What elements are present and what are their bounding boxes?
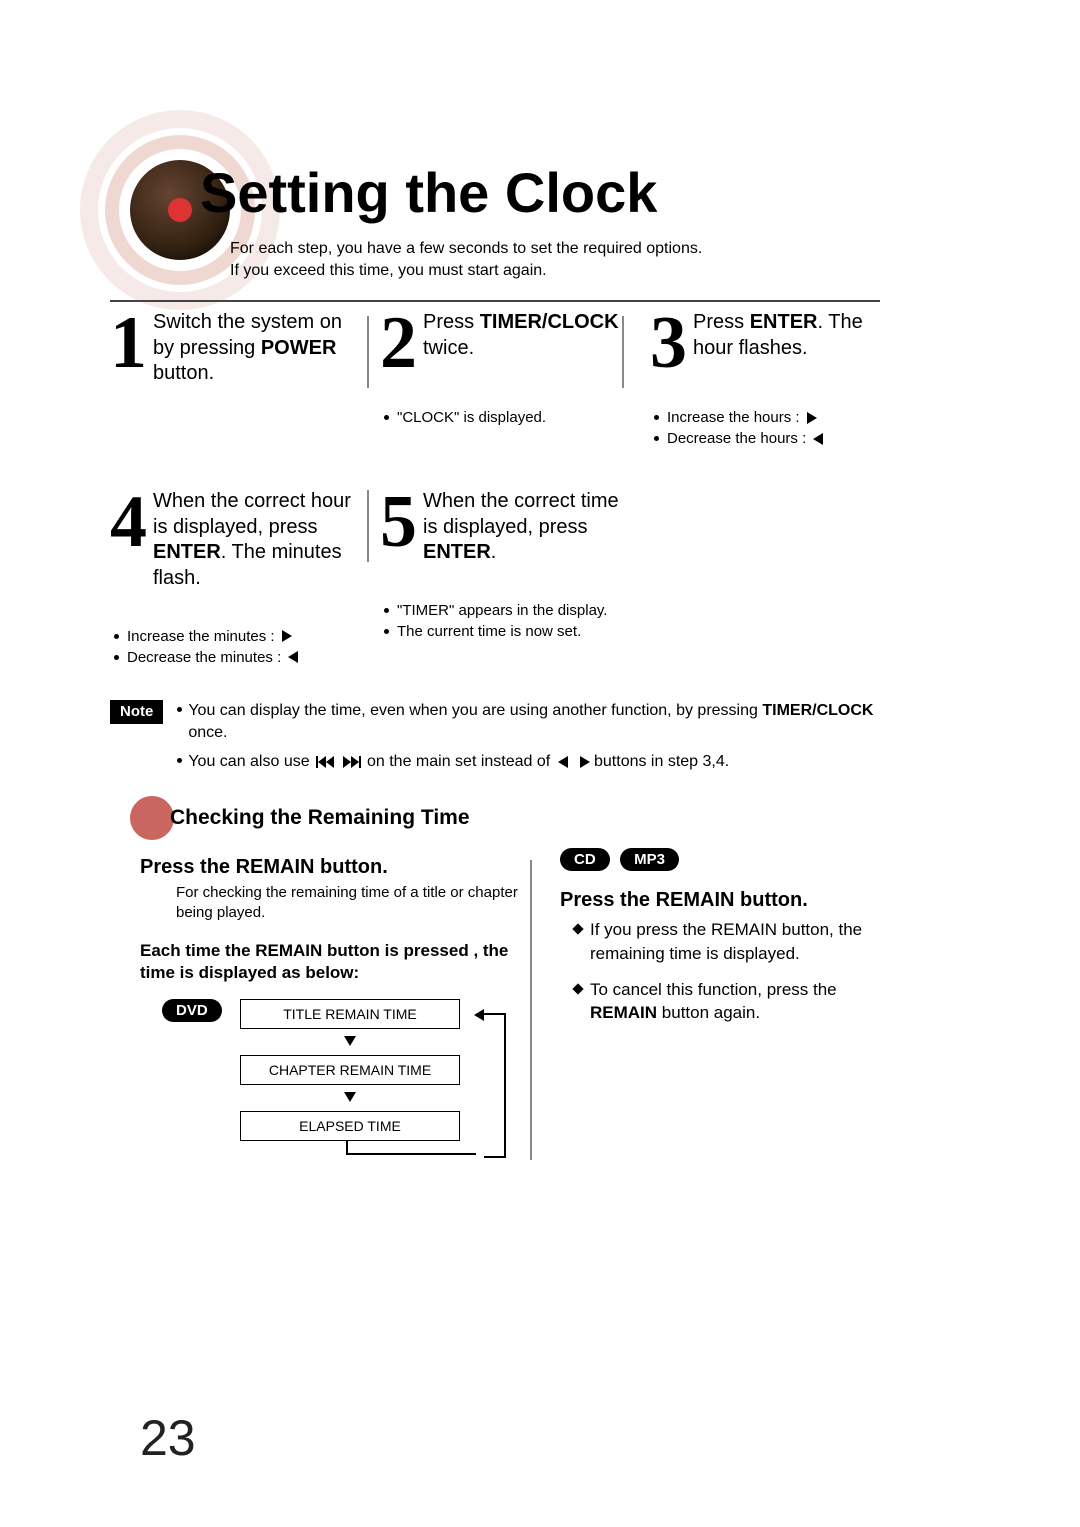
note-badge: Note	[110, 700, 163, 724]
intro-line: If you exceed this time, you must start …	[230, 260, 702, 282]
each-time-text: Each time the REMAIN button is pressed ,…	[140, 940, 530, 986]
triangle-left-icon	[558, 756, 568, 768]
arrow-left-icon	[474, 1009, 484, 1021]
intro-text: For each step, you have a few seconds to…	[230, 238, 702, 281]
step-number: 1	[110, 314, 147, 387]
page-number: 23	[140, 1409, 196, 1467]
step-number: 5	[380, 493, 417, 566]
divider	[530, 860, 532, 1160]
remain-sub: For checking the remaining time of a tit…	[170, 883, 530, 924]
step-4: 4 When the correct hour is displayed, pr…	[110, 489, 360, 591]
step-sub-text: The current time is now set.	[397, 621, 581, 642]
press-remain-heading: Press the REMAIN button.	[560, 889, 890, 912]
mp3-pill: MP3	[620, 848, 679, 871]
step-sub-text: "TIMER" appears in the display.	[397, 600, 607, 621]
divider	[110, 300, 880, 302]
step-text: Press ENTER. The hour flashes.	[693, 310, 890, 373]
step-sub-text: Decrease the hours :	[667, 428, 806, 449]
step-sub: Increase the minutes : Decrease the minu…	[110, 626, 360, 668]
intro-line: For each step, you have a few seconds to…	[230, 238, 702, 260]
step-number: 3	[650, 314, 687, 373]
arrow-down-icon	[344, 1092, 356, 1102]
note-text: You can display the time, even when you …	[188, 700, 880, 745]
step-sub-text: Decrease the minutes :	[127, 647, 281, 668]
step-2: 2 Press TIMER/CLOCK twice.	[380, 310, 630, 373]
arrow-down-icon	[344, 1036, 356, 1046]
skip-forward-icon	[343, 756, 361, 768]
step-3: 3 Press ENTER. The hour flashes.	[650, 310, 890, 373]
check-left-column: Press the REMAIN button. For checking th…	[110, 848, 530, 1141]
dvd-pill: DVD	[162, 999, 222, 1022]
section-title: Checking the Remaining Time	[110, 800, 890, 830]
triangle-left-icon	[288, 651, 298, 663]
flow-diagram: DVD TITLE REMAIN TIME CHAPTER REMAIN TIM…	[170, 999, 490, 1141]
step-sub: Increase the hours : Decrease the hours …	[650, 407, 890, 449]
check-right-column: CD MP3 Press the REMAIN button. If you p…	[560, 848, 890, 1037]
triangle-left-icon	[813, 433, 823, 445]
diamond-bullet: If you press the REMAIN button, the rema…	[574, 918, 890, 966]
flow-box: TITLE REMAIN TIME	[240, 999, 460, 1029]
note-block: Note You can display the time, even when…	[110, 700, 880, 779]
step-number: 2	[380, 314, 417, 373]
checking-remaining-section: Checking the Remaining Time Press the RE…	[110, 800, 890, 1141]
skip-back-icon	[316, 756, 334, 768]
step-1: 1 Switch the system on by pressing POWER…	[110, 310, 360, 387]
press-remain-heading: Press the REMAIN button.	[140, 856, 530, 879]
steps-grid: 1 Switch the system on by pressing POWER…	[110, 310, 890, 708]
step-text: When the correct hour is displayed, pres…	[153, 489, 360, 591]
step-text: Switch the system on by pressing POWER b…	[153, 310, 360, 387]
triangle-right-icon	[580, 756, 590, 768]
triangle-right-icon	[807, 412, 817, 424]
flow-box: CHAPTER REMAIN TIME	[240, 1055, 460, 1085]
step-sub-text: Increase the hours :	[667, 407, 800, 428]
step-number: 4	[110, 493, 147, 591]
manual-page: Setting the Clock For each step, you hav…	[0, 0, 1080, 1527]
step-sub-text: Increase the minutes :	[127, 626, 275, 647]
step-sub: "CLOCK" is displayed.	[380, 407, 630, 428]
step-text: When the correct time is displayed, pres…	[423, 489, 630, 566]
flow-box: ELAPSED TIME	[240, 1111, 460, 1141]
step-sub: "TIMER" appears in the display. The curr…	[380, 600, 630, 642]
triangle-right-icon	[282, 630, 292, 642]
cd-pill: CD	[560, 848, 610, 871]
page-title: Setting the Clock	[200, 160, 657, 225]
note-text: You can also use on the main set instead…	[188, 751, 729, 773]
note-list: You can display the time, even when you …	[177, 700, 880, 779]
step-sub-text: "CLOCK" is displayed.	[397, 407, 546, 428]
disc-pills: CD MP3	[560, 848, 890, 871]
step-text: Press TIMER/CLOCK twice.	[423, 310, 630, 373]
diamond-bullet: To cancel this function, press the REMAI…	[574, 978, 890, 1026]
step-5: 5 When the correct time is displayed, pr…	[380, 489, 630, 566]
